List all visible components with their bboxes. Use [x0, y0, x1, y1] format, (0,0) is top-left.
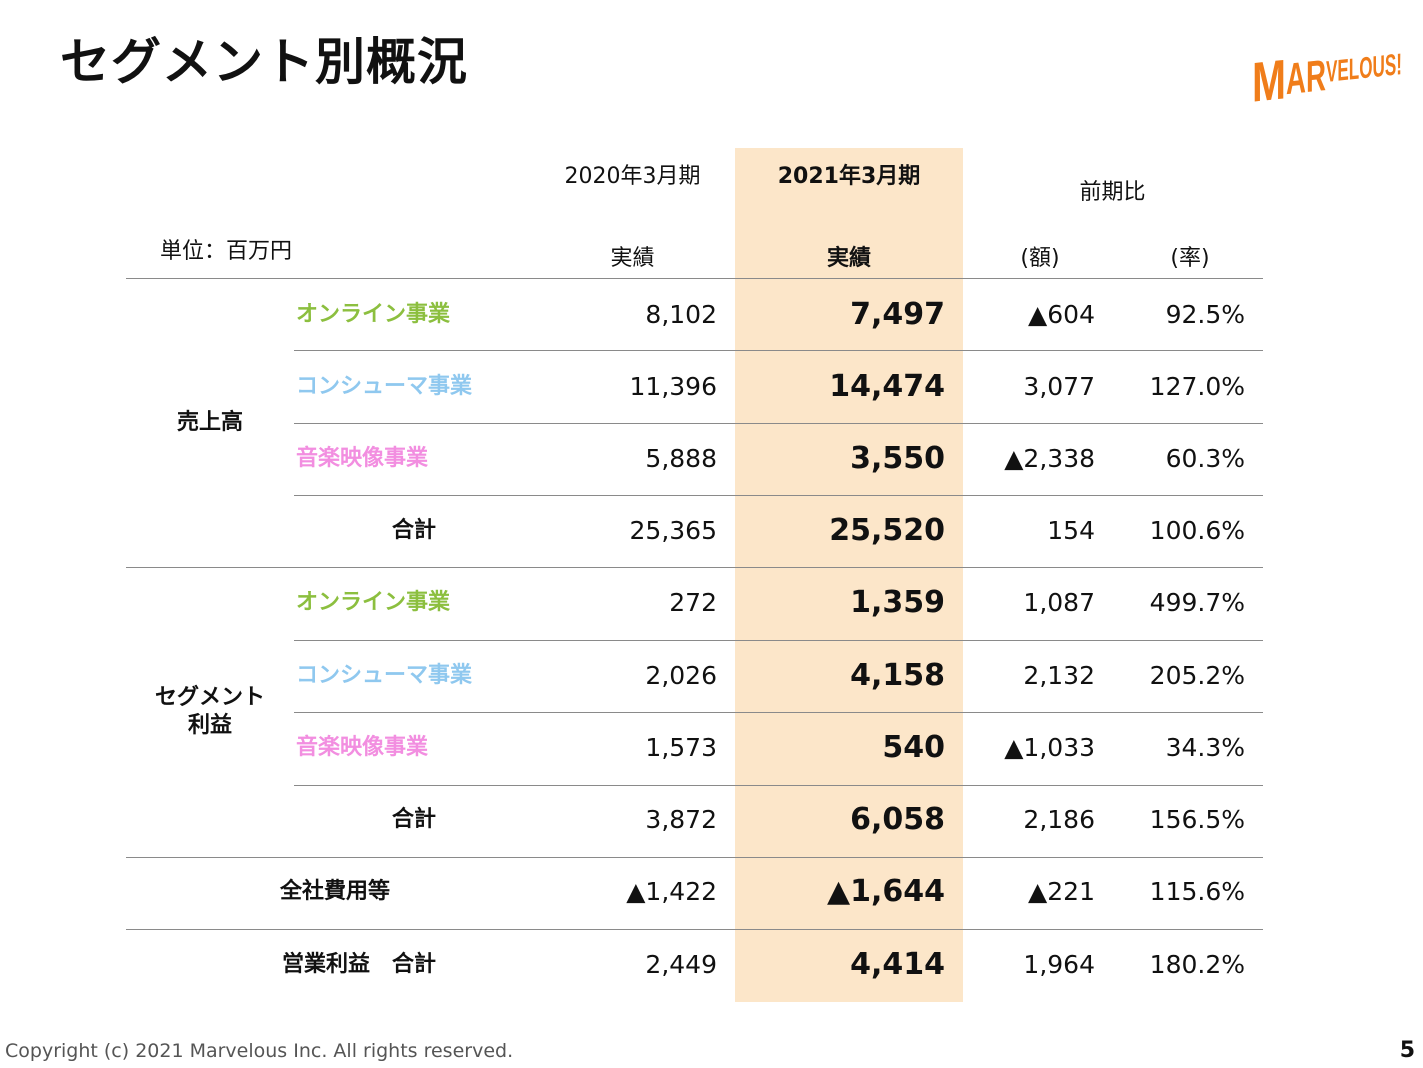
- cell-rate: 92.5%: [1165, 300, 1245, 329]
- unit-label: 単位：百万円: [160, 239, 293, 264]
- row-label: 営業利益 合計: [281, 952, 436, 977]
- table-divider: [126, 278, 1263, 279]
- table-divider: [126, 929, 1263, 930]
- table-divider: [294, 640, 1263, 641]
- cell-diff: ▲221: [1028, 877, 1095, 906]
- row-label: コンシューマ事業: [296, 663, 473, 688]
- group-label-segment-profit-line1: セグメント: [154, 685, 265, 710]
- cell-prev: ▲1,422: [626, 877, 717, 906]
- header-compare-rate: (率): [1170, 246, 1210, 271]
- cell-prev: 11,396: [629, 372, 717, 401]
- cell-prev: 1,573: [645, 733, 717, 762]
- header-compare: 前期比: [1079, 180, 1146, 205]
- cell-cur: 4,414: [850, 947, 945, 982]
- header-prev-period: 2020年3月期: [564, 164, 701, 189]
- cell-cur: 7,497: [850, 297, 945, 332]
- cell-prev: 2,449: [645, 950, 717, 979]
- table-divider: [126, 857, 1263, 858]
- table-divider: [294, 495, 1263, 496]
- cell-diff: 1,964: [1023, 950, 1095, 979]
- header-compare-amount: (額): [1020, 246, 1060, 271]
- row-label: 全社費用等: [279, 879, 390, 904]
- row-label: オンライン事業: [296, 302, 451, 327]
- cell-diff: ▲604: [1028, 300, 1095, 329]
- row-label: 合計: [391, 807, 436, 832]
- svg-text:M: M: [1252, 47, 1286, 106]
- cell-cur: ▲1,644: [827, 874, 945, 909]
- current-period-highlight: [735, 148, 963, 1002]
- group-label-segment-profit: セグメント 利益: [130, 684, 290, 740]
- cell-rate: 100.6%: [1149, 516, 1245, 545]
- table-divider: [294, 785, 1263, 786]
- header-cur-period: 2021年3月期: [777, 164, 921, 189]
- copyright-footer: Copyright (c) 2021 Marvelous Inc. All ri…: [5, 1040, 514, 1062]
- cell-diff: 2,186: [1023, 805, 1095, 834]
- cell-diff: ▲1,033: [1004, 733, 1095, 762]
- cell-rate: 34.3%: [1165, 733, 1245, 762]
- page-number: 5: [1399, 1038, 1415, 1063]
- row-label: 音楽映像事業: [296, 735, 429, 760]
- cell-prev: 2,026: [645, 661, 717, 690]
- cell-cur: 540: [882, 730, 945, 765]
- cell-prev: 3,872: [645, 805, 717, 834]
- cell-cur: 6,058: [850, 802, 945, 837]
- row-label: 合計: [391, 518, 436, 543]
- row-label: 音楽映像事業: [296, 446, 429, 471]
- table-divider: [294, 350, 1263, 351]
- row-label: コンシューマ事業: [296, 374, 473, 399]
- cell-cur: 4,158: [850, 658, 945, 693]
- cell-rate: 60.3%: [1165, 444, 1245, 473]
- cell-diff: 3,077: [1023, 372, 1095, 401]
- cell-rate: 127.0%: [1149, 372, 1245, 401]
- cell-diff: 1,087: [1023, 588, 1095, 617]
- svg-text:VELOUS!: VELOUS!: [1326, 48, 1402, 89]
- cell-cur: 3,550: [850, 441, 945, 476]
- table-divider: [294, 423, 1263, 424]
- cell-prev: 5,888: [645, 444, 717, 473]
- cell-diff: 2,132: [1023, 661, 1095, 690]
- group-label-sales: 売上高: [176, 410, 243, 435]
- cell-rate: 180.2%: [1149, 950, 1245, 979]
- cell-prev: 8,102: [645, 300, 717, 329]
- cell-cur: 25,520: [829, 513, 945, 548]
- cell-rate: 115.6%: [1149, 877, 1245, 906]
- svg-text:AR: AR: [1286, 51, 1326, 104]
- cell-rate: 156.5%: [1149, 805, 1245, 834]
- cell-prev: 25,365: [629, 516, 717, 545]
- cell-diff: 154: [1047, 516, 1095, 545]
- marvelous-logo: M AR VELOUS!: [1252, 47, 1402, 106]
- cell-diff: ▲2,338: [1004, 444, 1095, 473]
- group-label-segment-profit-line2: 利益: [187, 713, 232, 738]
- cell-cur: 1,359: [850, 585, 945, 620]
- cell-cur: 14,474: [829, 369, 945, 404]
- cell-rate: 499.7%: [1149, 588, 1245, 617]
- header-cur-sub: 実績: [826, 246, 871, 271]
- header-prev-sub: 実績: [610, 246, 655, 271]
- cell-rate: 205.2%: [1149, 661, 1245, 690]
- row-label: オンライン事業: [296, 590, 451, 615]
- table-divider: [126, 567, 1263, 568]
- cell-prev: 272: [669, 588, 717, 617]
- table-divider: [294, 712, 1263, 713]
- page-title: セグメント別概況: [60, 33, 468, 91]
